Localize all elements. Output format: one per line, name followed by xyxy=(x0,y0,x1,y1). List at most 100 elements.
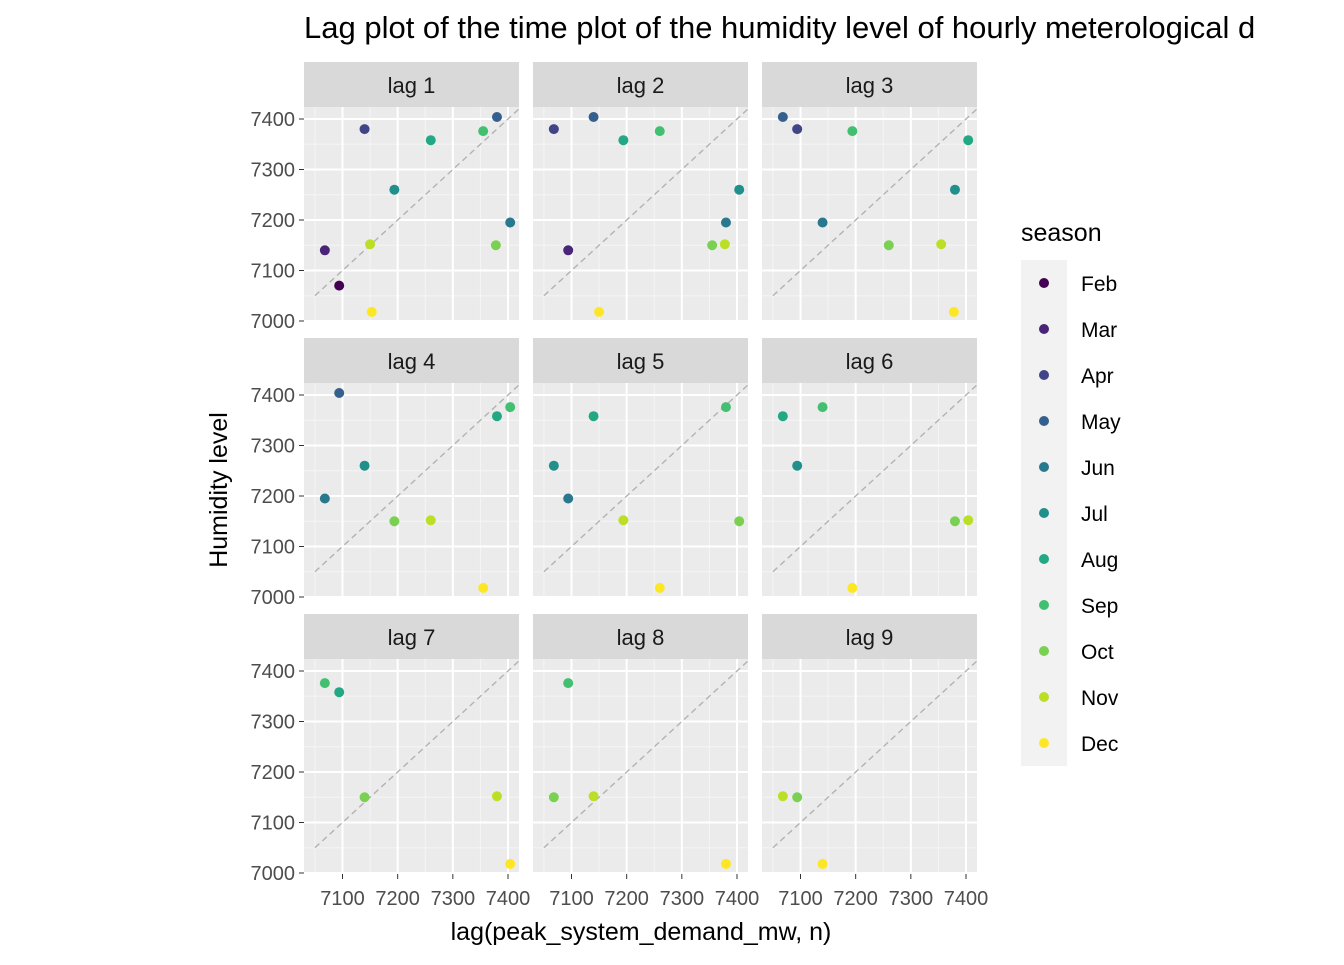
panel-background xyxy=(533,659,748,874)
facet-label: lag 4 xyxy=(388,349,436,374)
y-tick-label: 7200 xyxy=(251,210,296,232)
legend-label: Jul xyxy=(1081,503,1108,526)
data-point xyxy=(847,582,858,593)
y-tick-label: 7000 xyxy=(251,311,296,333)
data-point xyxy=(548,124,559,135)
y-tick-label: 7200 xyxy=(251,486,296,508)
data-point xyxy=(588,411,599,422)
y-tick-label: 7400 xyxy=(251,661,296,683)
reference-line xyxy=(314,660,520,849)
panel-background xyxy=(762,383,977,598)
data-point xyxy=(563,245,574,256)
panel-background xyxy=(762,659,977,874)
data-point xyxy=(777,411,788,422)
data-point xyxy=(618,135,629,146)
data-point xyxy=(425,515,436,526)
legend-label: Dec xyxy=(1081,733,1118,756)
facet-strip xyxy=(762,614,977,659)
facet-label: lag 1 xyxy=(388,73,436,98)
x-tick-label: 7300 xyxy=(660,888,705,910)
facet-strip xyxy=(533,338,748,383)
data-point xyxy=(847,126,858,137)
data-point xyxy=(366,306,377,317)
data-point xyxy=(505,217,516,228)
data-point xyxy=(588,111,599,122)
data-point xyxy=(478,126,489,137)
data-point xyxy=(334,387,345,398)
x-tick-label: 7300 xyxy=(889,888,934,910)
reference-line xyxy=(772,660,978,849)
data-point xyxy=(365,239,376,250)
x-tick-label: 7200 xyxy=(833,888,878,910)
reference-line xyxy=(772,384,978,573)
data-point xyxy=(359,124,370,135)
legend-swatch xyxy=(1039,554,1049,564)
data-point xyxy=(588,791,599,802)
facet-label: lag 6 xyxy=(846,349,894,374)
x-tick-label: 7100 xyxy=(778,888,823,910)
facet-strip xyxy=(304,338,519,383)
reference-line xyxy=(543,660,749,849)
legend-label: Apr xyxy=(1081,365,1114,388)
y-tick-label: 7000 xyxy=(251,863,296,885)
data-point xyxy=(963,515,974,526)
x-tick-label: 7400 xyxy=(715,888,760,910)
y-tick-label: 7400 xyxy=(251,385,296,407)
y-tick-label: 7300 xyxy=(251,712,296,734)
data-point xyxy=(594,306,605,317)
y-tick-label: 7000 xyxy=(251,587,296,609)
y-tick-label: 7100 xyxy=(251,537,296,559)
x-tick-label: 7100 xyxy=(549,888,594,910)
facet-strip xyxy=(762,338,977,383)
data-point xyxy=(505,402,516,413)
data-point xyxy=(618,515,629,526)
data-point xyxy=(505,858,516,869)
reference-line xyxy=(772,108,978,297)
data-point xyxy=(777,791,788,802)
legend-swatch xyxy=(1039,324,1049,334)
data-point xyxy=(548,460,559,471)
data-point xyxy=(491,111,502,122)
data-point xyxy=(491,791,502,802)
reference-line xyxy=(543,384,749,573)
x-tick-label: 7400 xyxy=(486,888,531,910)
data-point xyxy=(792,124,803,135)
data-point xyxy=(949,516,960,527)
x-tick-label: 7200 xyxy=(375,888,420,910)
data-point xyxy=(883,240,894,251)
facet-label: lag 3 xyxy=(846,73,894,98)
legend-swatch xyxy=(1039,738,1049,748)
legend-label: Oct xyxy=(1081,641,1114,664)
data-point xyxy=(359,460,370,471)
legend-title: season xyxy=(1021,219,1102,247)
facet-strip xyxy=(533,614,748,659)
data-point xyxy=(792,792,803,803)
y-tick-label: 7200 xyxy=(251,762,296,784)
y-tick-label: 7300 xyxy=(251,160,296,182)
x-tick-label: 7200 xyxy=(604,888,649,910)
facet-strip xyxy=(304,62,519,107)
y-tick-label: 7100 xyxy=(251,813,296,835)
legend-label: Mar xyxy=(1081,319,1117,342)
facet-strip xyxy=(533,62,748,107)
legend-swatch xyxy=(1039,646,1049,656)
panel-background xyxy=(762,107,977,322)
data-point xyxy=(425,135,436,146)
legend-label: Sep xyxy=(1081,595,1118,618)
data-point xyxy=(389,516,400,527)
data-point xyxy=(548,792,559,803)
x-tick-label: 7300 xyxy=(431,888,476,910)
data-point xyxy=(792,460,803,471)
panel-background xyxy=(533,383,748,598)
data-point xyxy=(817,402,828,413)
data-point xyxy=(319,493,330,504)
legend-label: Feb xyxy=(1081,273,1117,296)
data-point xyxy=(654,582,665,593)
data-point xyxy=(359,792,370,803)
legend-swatch xyxy=(1039,600,1049,610)
reference-line xyxy=(314,384,520,573)
reference-line xyxy=(314,108,520,297)
data-point xyxy=(319,245,330,256)
